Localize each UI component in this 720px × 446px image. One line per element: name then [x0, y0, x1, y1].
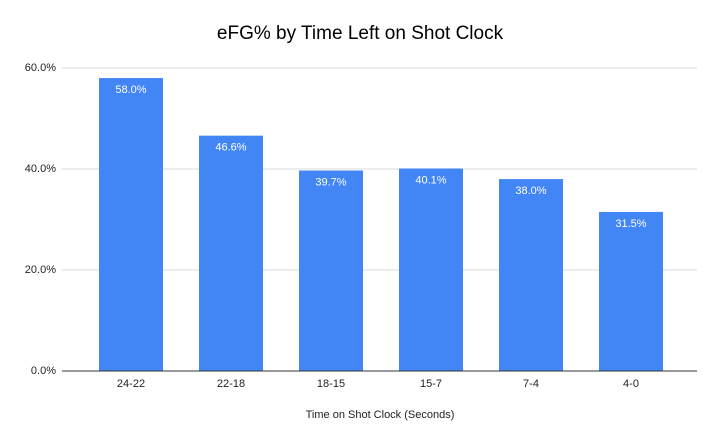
bar — [499, 179, 563, 371]
value-label: 40.1% — [415, 174, 446, 186]
x-tick-label: 15-7 — [420, 378, 442, 390]
bar — [599, 211, 663, 371]
y-tick-label: 60.0% — [25, 62, 56, 74]
value-label: 58.0% — [115, 84, 146, 96]
chart-title: eFG% by Time Left on Shot Clock — [217, 23, 504, 44]
x-tick-label: 24-22 — [117, 378, 145, 390]
y-tick-label: 40.0% — [25, 163, 56, 175]
value-label: 39.7% — [315, 176, 346, 188]
bar — [299, 170, 363, 371]
bar — [99, 78, 163, 371]
y-tick-label: 0.0% — [31, 365, 56, 377]
x-axis-label: Time on Shot Clock (Seconds) — [306, 409, 455, 421]
value-label: 31.5% — [615, 218, 646, 230]
x-tick-label: 7-4 — [523, 378, 539, 390]
x-tick-label: 4-0 — [623, 378, 639, 390]
bar — [199, 135, 263, 371]
y-tick-label: 20.0% — [25, 264, 56, 276]
x-tick-label: 18-15 — [317, 378, 345, 390]
value-label: 38.0% — [515, 185, 546, 197]
bar — [399, 168, 463, 371]
value-label: 46.6% — [215, 142, 246, 154]
x-tick-label: 22-18 — [217, 378, 245, 390]
